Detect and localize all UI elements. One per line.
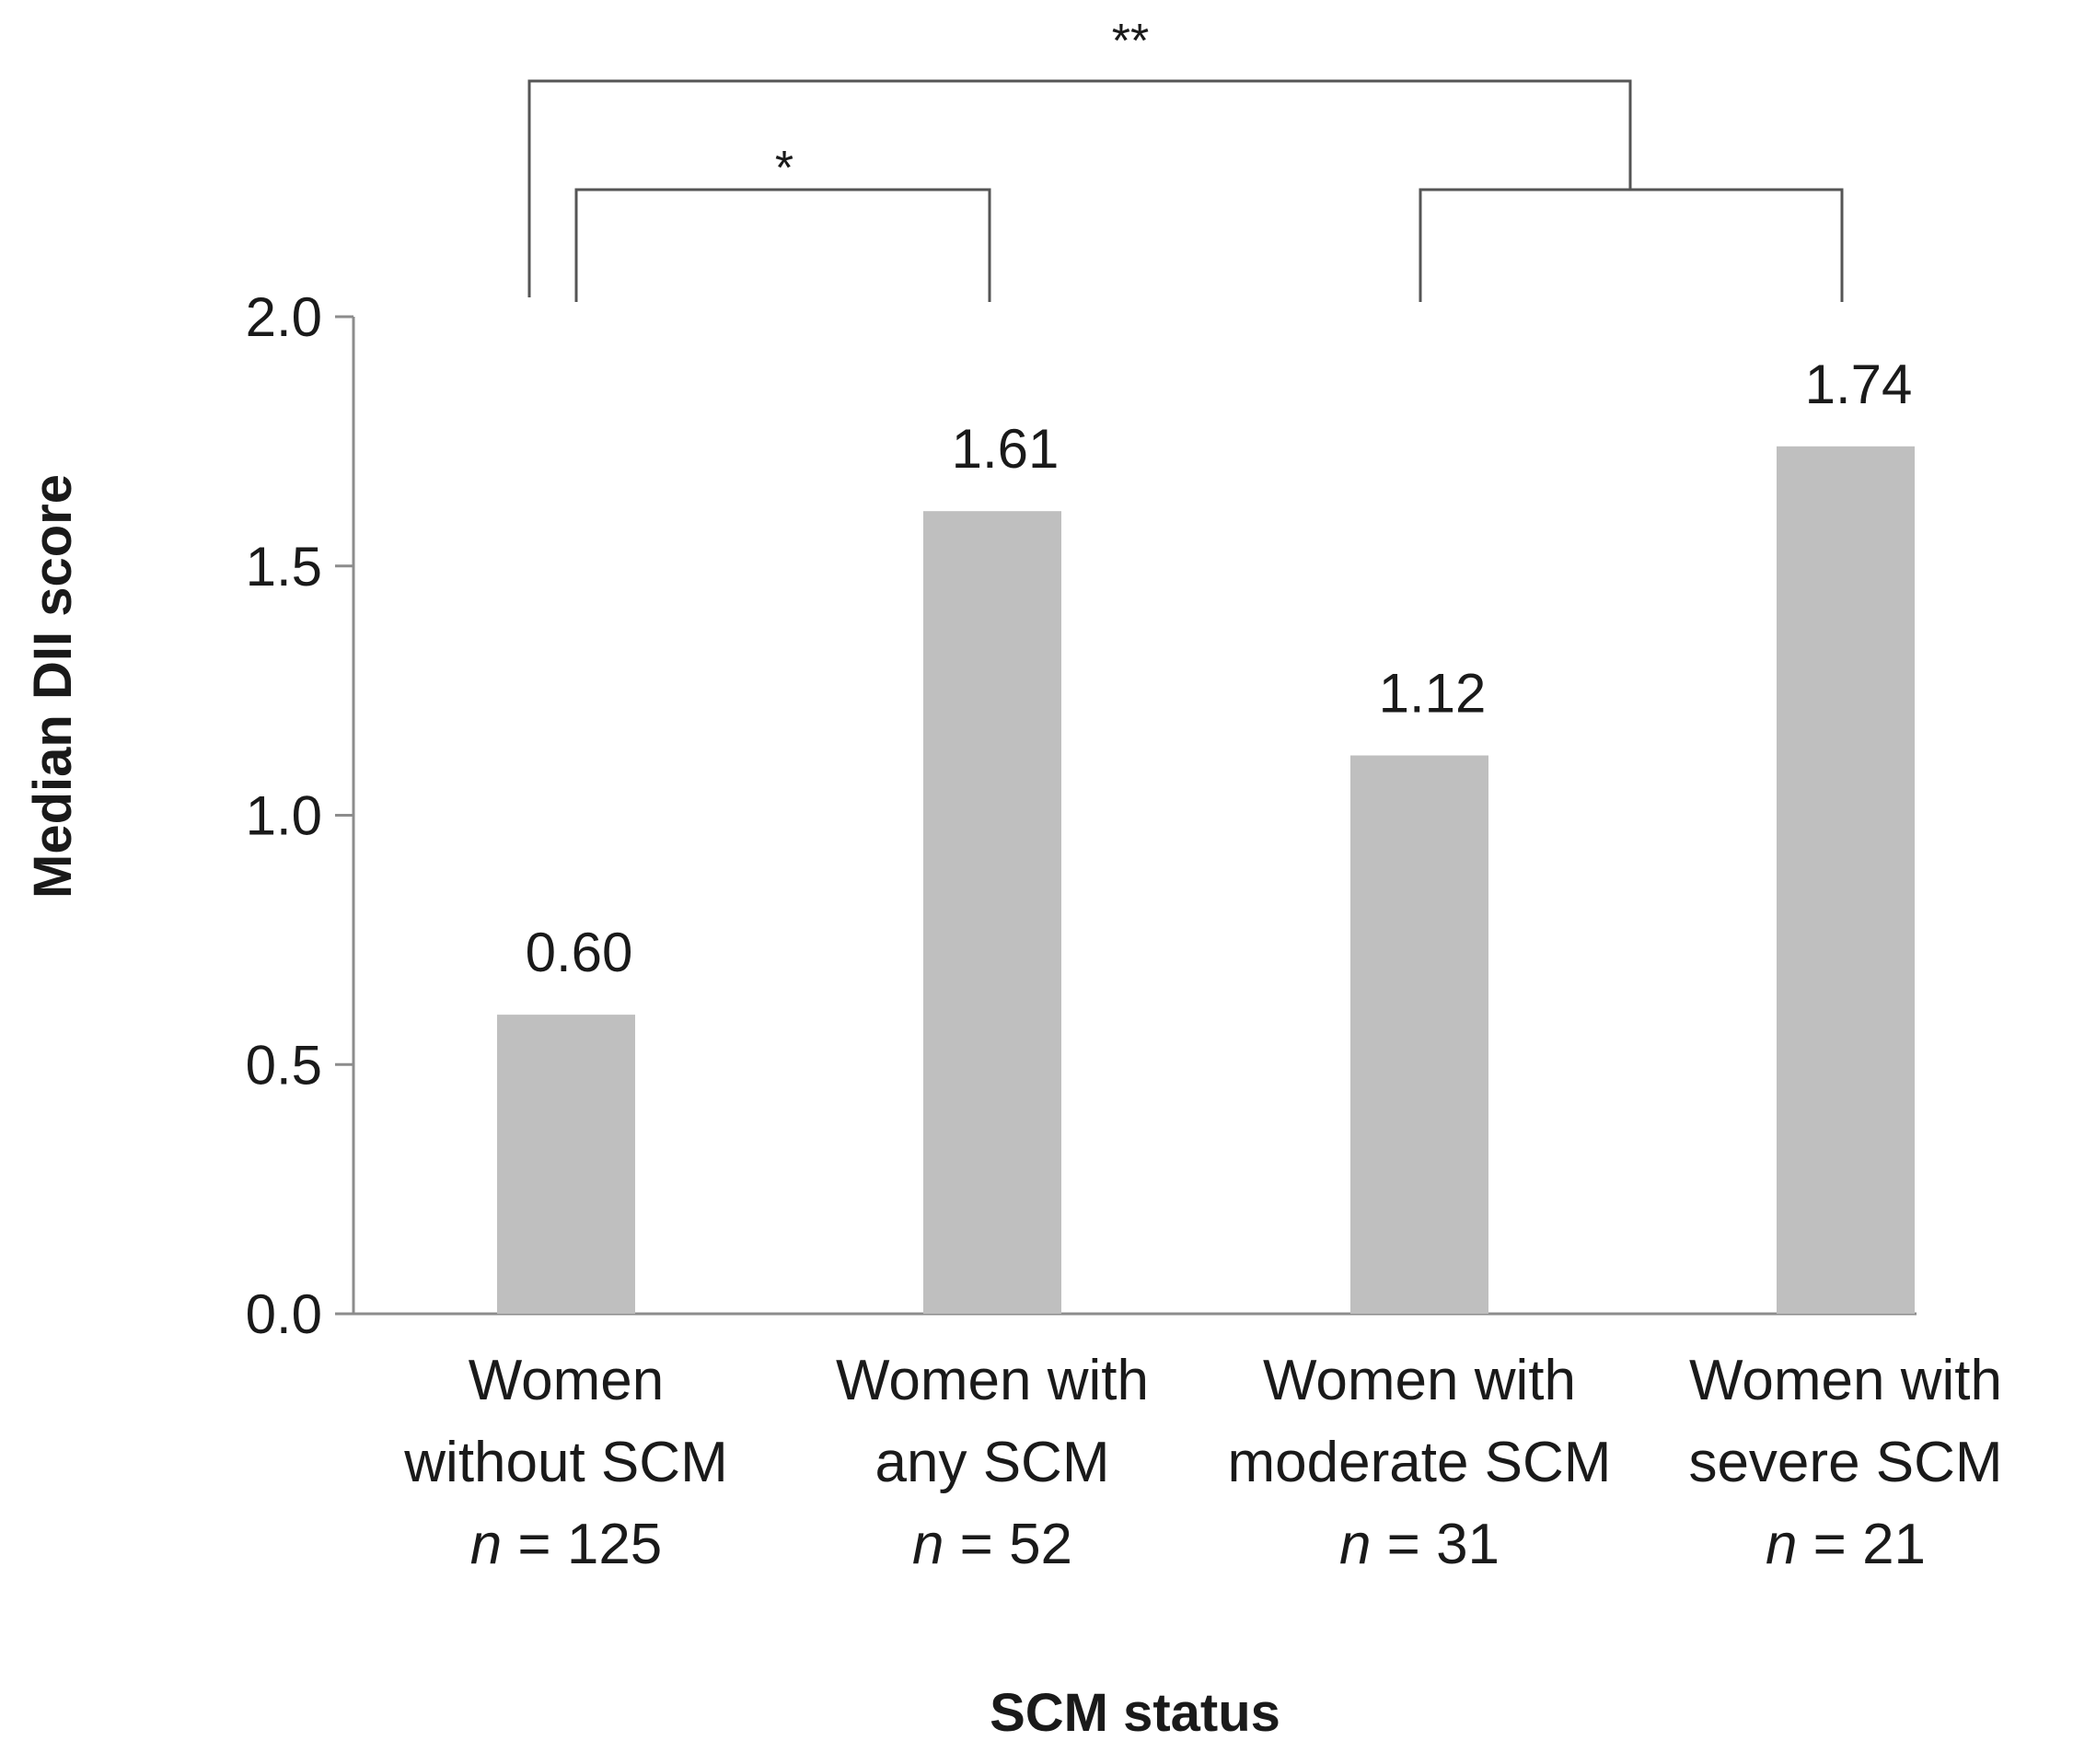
- category-label-line2-1: any SCM: [875, 1431, 1110, 1494]
- n-value: = 21: [1797, 1513, 1926, 1576]
- y-tick-label-2: 1.0: [246, 785, 322, 847]
- category-n-label-3: n = 21: [1766, 1513, 1926, 1576]
- x-axis-title: SCM status: [990, 1683, 1280, 1743]
- n-value: = 125: [502, 1513, 662, 1576]
- y-tick-label-0: 0.0: [246, 1283, 322, 1345]
- category-label-line1-2: Women with: [1263, 1349, 1576, 1412]
- bar-2: [1350, 755, 1488, 1314]
- category-label-line2-2: moderate SCM: [1228, 1431, 1612, 1494]
- n-symbol: n: [470, 1513, 502, 1576]
- y-tick-label-3: 1.5: [246, 536, 322, 598]
- category-n-label-0: n = 125: [470, 1513, 663, 1576]
- bar-value-label-2: 1.12: [1379, 663, 1487, 725]
- n-symbol: n: [1339, 1513, 1371, 1576]
- category-label-line1-3: Women with: [1689, 1349, 2002, 1412]
- y-tick-label-4: 2.0: [246, 286, 322, 348]
- bar-value-label-1: 1.61: [952, 418, 1060, 480]
- y-tick-label-1: 0.5: [246, 1034, 322, 1096]
- category-label-line2-3: severe SCM: [1688, 1431, 2002, 1494]
- n-value: = 52: [944, 1513, 1072, 1576]
- category-label-line2-0: without SCM: [403, 1431, 727, 1494]
- sig-subbracket-moderate-severe: [1419, 188, 1844, 302]
- sig-label-double: **: [1112, 15, 1149, 68]
- bar-value-label-3: 1.74: [1805, 354, 1913, 415]
- bar-3: [1777, 446, 1915, 1314]
- y-axis-title: Median DII score: [23, 474, 83, 899]
- category-n-label-1: n = 52: [912, 1513, 1072, 1576]
- sig-bracket-double: [527, 79, 1632, 297]
- category-label-line1-1: Women with: [836, 1349, 1149, 1412]
- category-n-label-2: n = 31: [1339, 1513, 1500, 1576]
- n-symbol: n: [912, 1513, 944, 1576]
- bar-1: [923, 511, 1061, 1314]
- bar-0: [497, 1015, 635, 1314]
- n-symbol: n: [1766, 1513, 1797, 1576]
- category-label-line1-0: Women: [469, 1349, 665, 1412]
- sig-label-single: *: [775, 142, 793, 195]
- sig-bracket-single: [574, 188, 991, 302]
- bar-value-label-0: 0.60: [526, 922, 633, 983]
- n-value: = 31: [1371, 1513, 1500, 1576]
